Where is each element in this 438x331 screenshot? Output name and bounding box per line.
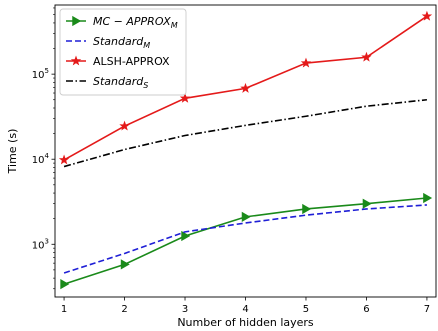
data-point: [241, 211, 251, 222]
x-tick-label: 1: [61, 304, 67, 315]
legend-label: StandardM: [93, 35, 150, 50]
data-point: [302, 203, 312, 215]
x-tick-label: 3: [182, 304, 188, 315]
data-point: [179, 92, 191, 103]
data-point: [181, 230, 191, 242]
data-point: [361, 51, 372, 62]
x-tick-label: 6: [363, 304, 369, 315]
series-line: [63, 98, 428, 168]
x-tick-label: 5: [303, 304, 309, 315]
series-0: [60, 192, 433, 290]
x-axis-label: Number of hidden layers: [177, 316, 314, 329]
data-point: [60, 279, 70, 290]
series-line: [63, 204, 427, 274]
data-point: [119, 120, 130, 131]
series-2: [58, 10, 433, 165]
legend-box: [59, 8, 187, 96]
legend-marker: [70, 55, 82, 66]
y-axis-label: Time (s): [6, 129, 19, 175]
legend-label: MC − APPROXM: [93, 15, 178, 30]
y-tick-label: 105: [32, 67, 49, 81]
series-1: [63, 204, 427, 274]
data-point: [240, 82, 251, 93]
series-3: [63, 98, 428, 168]
y-tick-label: 104: [32, 152, 50, 166]
x-tick-label: 7: [424, 304, 430, 315]
axes-layer: 1 2 3 4 5 6 7 103 104 105: [32, 4, 437, 315]
data-point: [362, 198, 372, 209]
legend-label: StandardS: [93, 75, 148, 90]
legend: MC − APPROXM StandardM ALSH-APPROX Standard…: [59, 8, 187, 96]
legend-item: ALSH-APPROX: [66, 55, 170, 68]
y-tick-label: 103: [32, 237, 49, 251]
series-layer: [58, 10, 433, 290]
data-point: [120, 259, 130, 270]
legend-item: MC − APPROXM: [66, 15, 178, 30]
legend-label: ALSH-APPROX: [93, 55, 170, 68]
legend-marker: [72, 15, 82, 27]
data-point: [421, 10, 433, 21]
data-point: [423, 192, 433, 204]
legend-item: StandardS: [66, 75, 148, 90]
legend-item: StandardM: [66, 35, 150, 50]
data-point: [58, 154, 70, 165]
x-tick-label: 2: [121, 304, 127, 315]
x-tick-label: 4: [242, 304, 248, 315]
data-point: [300, 57, 312, 68]
